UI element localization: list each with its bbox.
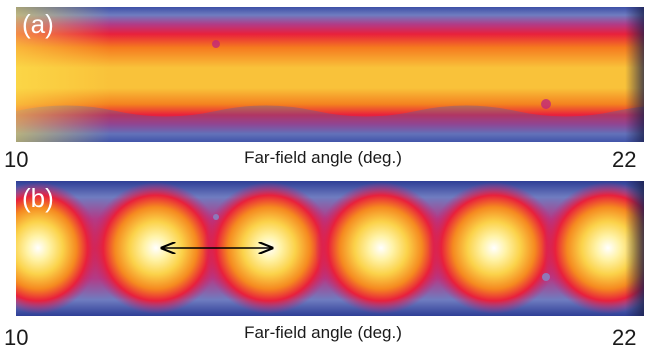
x-axis-min-a: 10 — [4, 147, 29, 172]
x-axis-min-b: 10 — [4, 325, 29, 350]
far-field-image-a: (a) — [16, 7, 644, 142]
far-field-image-b: (b) — [16, 181, 644, 316]
x-axis-label-a: Far-field angle (deg.) — [244, 148, 402, 167]
panel-label-a: (a) — [22, 9, 54, 39]
x-axis-max-b: 22 — [612, 325, 637, 350]
x-axis-max-a: 22 — [612, 147, 637, 172]
far-field-pattern-a — [16, 7, 644, 142]
x-axis-label-b: Far-field angle (deg.) — [244, 323, 402, 342]
panel-label-b: (b) — [22, 183, 54, 213]
far-field-pattern-b — [16, 181, 644, 316]
